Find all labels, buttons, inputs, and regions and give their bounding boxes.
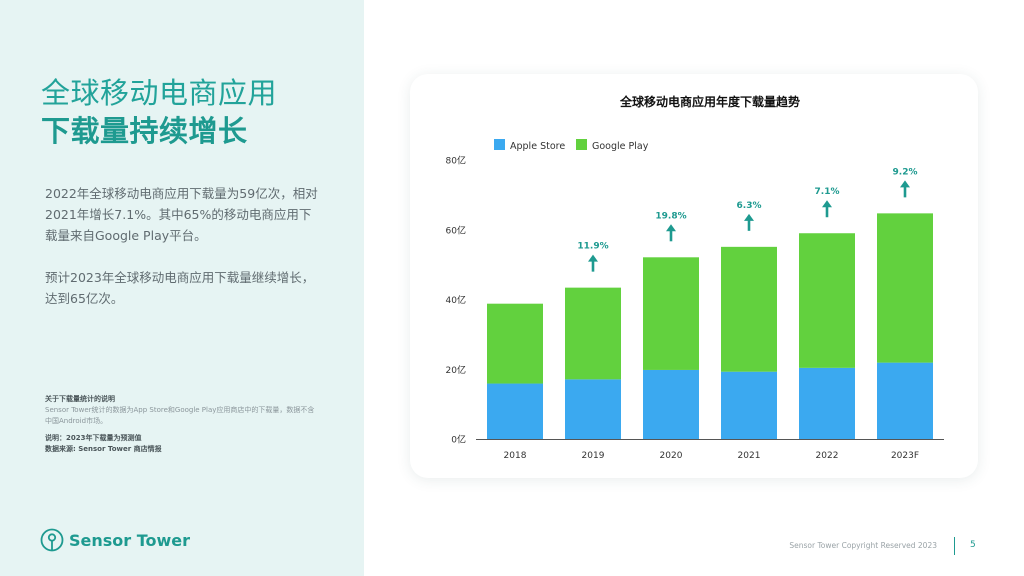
bar-apple — [643, 369, 699, 439]
data-note: 关于下载量统计的说明 Sensor Tower统计的数据为App Store和G… — [45, 394, 320, 455]
growth-label: 7.1% — [815, 187, 840, 197]
description-paragraph-2: 预计2023年全球移动电商应用下载量继续增长，达到65亿次。 — [45, 270, 315, 306]
bar-apple — [721, 371, 777, 439]
page-title-line2: 下载量持续增长 — [41, 114, 248, 148]
bar-apple — [877, 362, 933, 439]
x-tick-label: 2023F — [891, 451, 919, 461]
bar-apple — [565, 379, 621, 439]
footer-divider — [954, 537, 955, 555]
description-paragraph-1: 2022年全球移动电商应用下载量为59亿次，相对2021年增长7.1%。其中65… — [45, 186, 318, 243]
bar-google — [487, 303, 543, 384]
legend-label-0: Apple Store — [510, 141, 565, 152]
growth-arrowhead-icon — [900, 180, 910, 188]
page-number: 5 — [970, 540, 976, 550]
logo-text: Sensor Tower — [69, 530, 191, 550]
growth-arrowhead-icon — [822, 200, 832, 208]
note-body: Sensor Tower统计的数据为App Store和Google Play应… — [45, 406, 315, 425]
bar-google — [643, 257, 699, 370]
chart-title: 全球移动电商应用年度下载量趋势 — [619, 94, 800, 109]
growth-label: 9.2% — [893, 167, 918, 177]
note-explain: 说明：2023年下载量为预测值 — [45, 434, 142, 442]
note-title: 关于下载量统计的说明 — [45, 395, 115, 403]
page-title-line1: 全球移动电商应用 — [41, 76, 278, 110]
legend-swatch-1 — [576, 139, 587, 150]
growth-arrowhead-icon — [744, 213, 754, 221]
chart-svg: 全球移动电商应用年度下载量趋势 Apple Store Google Play 0亿… — [446, 94, 944, 461]
x-tick-label: 2019 — [582, 451, 605, 461]
x-tick-label: 2021 — [738, 451, 761, 461]
y-tick-label: 40亿 — [446, 294, 466, 306]
y-tick-label: 0亿 — [451, 434, 466, 446]
legend-label-1: Google Play — [592, 141, 649, 152]
footer-copyright: Sensor Tower Copyright Reserved 2023 — [789, 541, 937, 550]
logo: Sensor Tower — [40, 527, 190, 553]
y-tick-label: 20亿 — [446, 364, 466, 376]
bar-google — [799, 233, 855, 368]
y-tick-label: 60亿 — [446, 224, 466, 236]
legend-swatch-0 — [494, 139, 505, 150]
growth-arrowhead-icon — [588, 254, 598, 262]
left-panel — [0, 0, 364, 576]
growth-label: 19.8% — [655, 211, 686, 221]
growth-arrowhead-icon — [666, 224, 676, 232]
note-source: 数据来源: Sensor Tower 商店情报 — [45, 445, 162, 453]
bar-google — [721, 246, 777, 372]
x-tick-label: 2022 — [816, 451, 839, 461]
growth-label: 6.3% — [737, 201, 762, 211]
growth-label: 11.9% — [577, 242, 608, 252]
x-tick-label: 2020 — [660, 451, 683, 461]
x-tick-label: 2018 — [504, 451, 527, 461]
bar-apple — [487, 383, 543, 439]
chart-card: 全球移动电商应用年度下载量趋势 Apple Store Google Play 0亿… — [410, 74, 978, 478]
y-tick-label: 80亿 — [446, 155, 466, 167]
sensor-tower-logo-icon — [40, 528, 64, 552]
bar-apple — [799, 367, 855, 439]
description: 2022年全球移动电商应用下载量为59亿次，相对2021年增长7.1%。其中65… — [45, 183, 320, 330]
bar-google — [565, 287, 621, 380]
bar-google — [877, 213, 933, 363]
